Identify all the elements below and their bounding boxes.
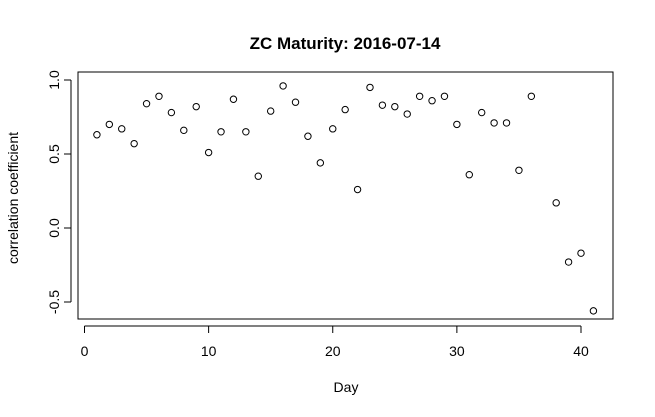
- x-axis: 0 10 20 30 40: [81, 325, 589, 359]
- data-point: [490, 119, 498, 127]
- data-point: [564, 258, 573, 266]
- data-point: [192, 102, 200, 111]
- data-point: [465, 171, 473, 179]
- x-tick-label: 10: [201, 343, 217, 359]
- data-point: [229, 95, 238, 103]
- data-point: [130, 139, 138, 148]
- data-point: [118, 125, 126, 133]
- data-point: [304, 132, 312, 140]
- x-tick-label: 20: [325, 343, 341, 359]
- data-point: [155, 92, 163, 100]
- data-point: [316, 159, 325, 167]
- y-axis-title: correlation coefficient: [5, 132, 21, 264]
- data-point: [403, 110, 411, 118]
- data-point: [415, 92, 424, 100]
- data-point: [254, 172, 262, 180]
- plot-frame: [77, 71, 614, 320]
- data-point: [440, 92, 449, 100]
- data-point: [453, 120, 461, 129]
- data-point: [502, 119, 511, 127]
- y-axis: -0.5 0.0 0.5 1.0: [46, 70, 72, 314]
- data-point: [167, 108, 176, 117]
- y-tick-label: -0.5: [46, 290, 62, 314]
- data-point: [291, 98, 300, 106]
- data-point: [266, 107, 275, 115]
- data-point: [366, 83, 374, 92]
- data-point: [527, 92, 536, 100]
- x-tick-label: 30: [449, 343, 465, 359]
- data-point: [341, 105, 349, 114]
- data-point: [242, 128, 250, 136]
- x-tick-label: 40: [573, 343, 589, 359]
- data-point: [204, 148, 213, 157]
- data-point: [391, 102, 399, 111]
- y-tick-label: 0.0: [46, 218, 62, 238]
- data-point: [589, 307, 598, 315]
- data-points: [93, 82, 598, 315]
- y-tick-label: 0.5: [46, 144, 62, 164]
- data-point: [329, 125, 337, 133]
- data-point: [552, 199, 560, 207]
- data-point: [478, 108, 486, 117]
- y-tick-label: 1.0: [46, 70, 62, 90]
- chart-title: ZC Maturity: 2016-07-14: [250, 34, 441, 53]
- data-point: [180, 126, 188, 135]
- x-axis-title: Day: [334, 379, 359, 395]
- data-point: [577, 249, 585, 257]
- data-point: [142, 99, 151, 108]
- data-point: [428, 97, 436, 105]
- data-point: [515, 166, 523, 174]
- data-point: [279, 82, 287, 90]
- data-point: [378, 101, 387, 109]
- data-point: [353, 185, 362, 194]
- data-point: [105, 120, 114, 129]
- data-point: [217, 128, 225, 136]
- data-point: [93, 131, 101, 139]
- x-tick-label: 0: [81, 343, 89, 359]
